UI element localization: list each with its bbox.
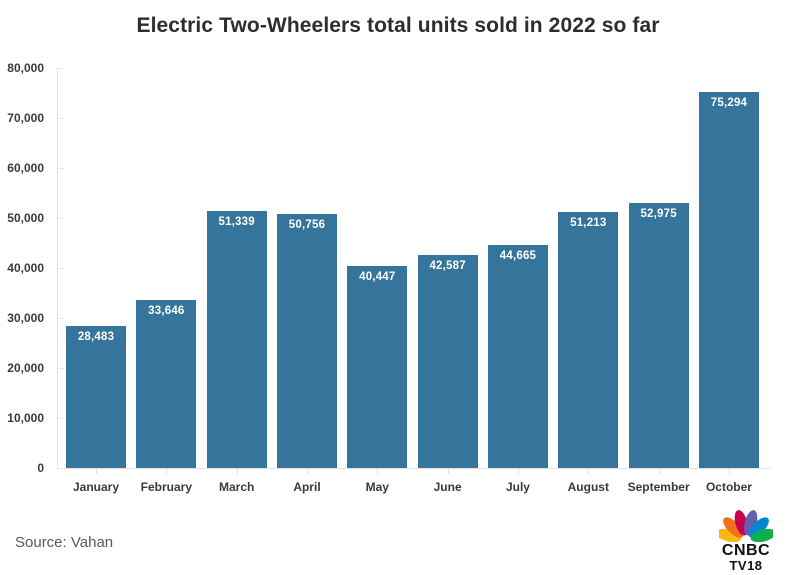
bar-column-june: 42,587 June — [417, 255, 478, 494]
y-tick-label: 50,000 — [7, 211, 44, 225]
bar-september: 52,975 — [628, 203, 689, 468]
y-tick-mark — [58, 218, 64, 219]
peacock-feather-green — [750, 528, 773, 542]
bar-value-label: 40,447 — [359, 270, 396, 283]
x-tick-label-january: January — [72, 480, 120, 494]
x-tick-label-august: August — [567, 480, 609, 494]
bar-may: 40,447 — [347, 265, 408, 468]
bar-column-october: 75,294 October — [698, 91, 759, 494]
cnbc-tv18-logo: CNBC TV18 — [711, 506, 781, 574]
y-tick-mark — [58, 68, 64, 69]
bars-row: 28,483 January 33,646 February 51,339 March 50… — [58, 68, 771, 494]
bar-march: 51,339 — [206, 211, 267, 468]
bar-value-label: 44,665 — [499, 249, 537, 262]
y-tick-label: 20,000 — [7, 361, 44, 375]
y-tick-label: 30,000 — [7, 311, 44, 325]
y-tick-mark — [58, 468, 64, 469]
bar-value-label: 51,339 — [218, 216, 255, 229]
bar-column-july: 44,665 July — [487, 244, 548, 494]
bar-april: 50,756 — [276, 214, 337, 468]
y-tick-label: 60,000 — [7, 161, 44, 175]
bar-value-label: 75,294 — [710, 96, 748, 109]
x-tick-label-february: February — [140, 480, 193, 494]
y-axis: 0 10,000 20,000 30,000 40,000 50,000 60,000 70,… — [1, 61, 51, 475]
bar-column-march: 51,339 March — [206, 211, 267, 494]
y-tick-label: 10,000 — [7, 411, 44, 425]
bar-value-label: 28,483 — [77, 330, 115, 343]
x-tick-label-june: June — [433, 480, 462, 494]
bar-october: 75,294 — [698, 91, 759, 468]
bar-column-september: 52,975 September — [628, 203, 690, 494]
bar-value-label: 52,975 — [640, 208, 677, 221]
bar-column-august: 51,213 August — [558, 211, 619, 494]
bar-value-label: 50,756 — [288, 219, 326, 232]
x-tick-label-october: October — [705, 480, 752, 494]
bar-column-april: 50,756 April — [276, 214, 337, 494]
peacock-feather-orange — [723, 517, 744, 538]
x-tick-label-july: July — [505, 480, 530, 494]
logo-text-tv18: TV18 — [729, 558, 763, 573]
y-tick-label: 70,000 — [7, 111, 44, 125]
x-tick-label-may: May — [365, 480, 389, 494]
plot-area: 0 10,000 20,000 30,000 40,000 50,000 60,000 70,… — [7, 61, 771, 494]
y-tick-mark — [58, 318, 64, 319]
y-tick-mark — [58, 268, 64, 269]
bar-column-january: 28,483 January — [66, 325, 126, 494]
peacock-icon — [719, 510, 773, 542]
logo-text-cnbc: CNBC — [721, 542, 771, 559]
chart-title: Electric Two-Wheelers total units sold i… — [136, 14, 660, 37]
bar-value-label: 42,587 — [429, 260, 466, 273]
y-tick-label: 0 — [37, 461, 44, 475]
x-tick-label-march: March — [218, 480, 255, 494]
y-tick-mark — [58, 418, 64, 419]
y-tick-mark — [58, 368, 64, 369]
x-tick-label-april: April — [293, 480, 321, 494]
bar-june: 42,587 — [417, 255, 478, 468]
y-tick-label: 40,000 — [7, 261, 44, 275]
bar-august: 51,213 — [558, 211, 619, 468]
bar-july: 44,665 — [487, 244, 548, 468]
bar-column-may: 40,447 May — [347, 265, 408, 494]
bar-value-label: 33,646 — [148, 304, 185, 317]
peacock-feather-blue — [748, 517, 769, 538]
bar-february: 33,646 — [136, 299, 197, 468]
source-label: Source: Vahan — [15, 534, 114, 551]
x-tick-label-september: September — [627, 480, 690, 494]
y-tick-mark — [58, 168, 64, 169]
bar-january: 28,483 — [66, 325, 126, 468]
y-tick-label: 80,000 — [7, 61, 44, 75]
bar-column-february: 33,646 February — [136, 299, 197, 494]
y-tick-mark — [58, 118, 64, 119]
bar-value-label: 51,213 — [570, 216, 607, 229]
